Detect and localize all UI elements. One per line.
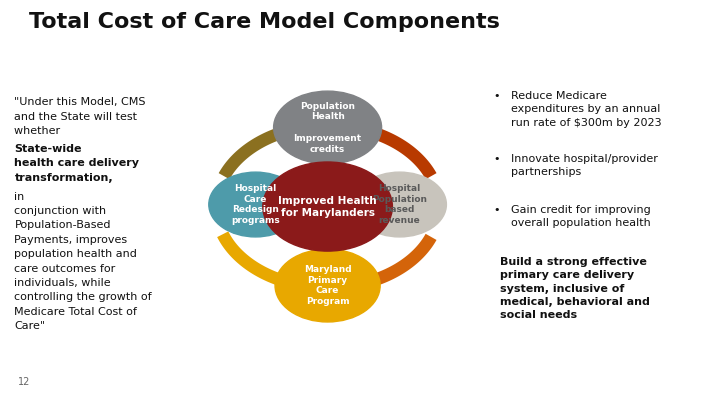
Text: Population
Health

Improvement
credits: Population Health Improvement credits [294, 102, 361, 153]
Text: in
conjunction with
Population-Based
Payments, improves
population health and
ca: in conjunction with Population-Based Pay… [14, 192, 152, 331]
Text: Improved Health
for Marylanders: Improved Health for Marylanders [279, 196, 377, 217]
Ellipse shape [353, 172, 446, 237]
Text: •: • [493, 205, 500, 215]
Ellipse shape [275, 249, 380, 322]
Ellipse shape [209, 172, 302, 237]
Text: Innovate hospital/provider
partnerships: Innovate hospital/provider partnerships [511, 154, 658, 177]
Text: Hospital
Population
based
revenue: Hospital Population based revenue [372, 184, 427, 225]
Text: •: • [493, 91, 500, 101]
Text: Reduce Medicare
expenditures by an annual
run rate of $300m by 2023: Reduce Medicare expenditures by an annua… [511, 91, 662, 128]
Text: •: • [493, 154, 500, 164]
Text: Gain credit for improving
overall population health: Gain credit for improving overall popula… [511, 205, 651, 228]
Text: 12: 12 [18, 377, 30, 387]
Text: Hospital
Care
Redesign
programs: Hospital Care Redesign programs [231, 184, 280, 225]
Text: Total Cost of Care Model Components: Total Cost of Care Model Components [29, 12, 500, 32]
Text: Build a strong effective
primary care delivery
system, inclusive of
medical, beh: Build a strong effective primary care de… [500, 257, 650, 320]
Ellipse shape [263, 162, 392, 251]
Text: State-wide
health care delivery
transformation,: State-wide health care delivery transfor… [14, 144, 140, 183]
Text: "Under this Model, CMS
and the State will test
whether: "Under this Model, CMS and the State wil… [14, 97, 146, 136]
Ellipse shape [274, 91, 382, 164]
Text: Maryland
Primary
Care
Program: Maryland Primary Care Program [304, 265, 351, 306]
